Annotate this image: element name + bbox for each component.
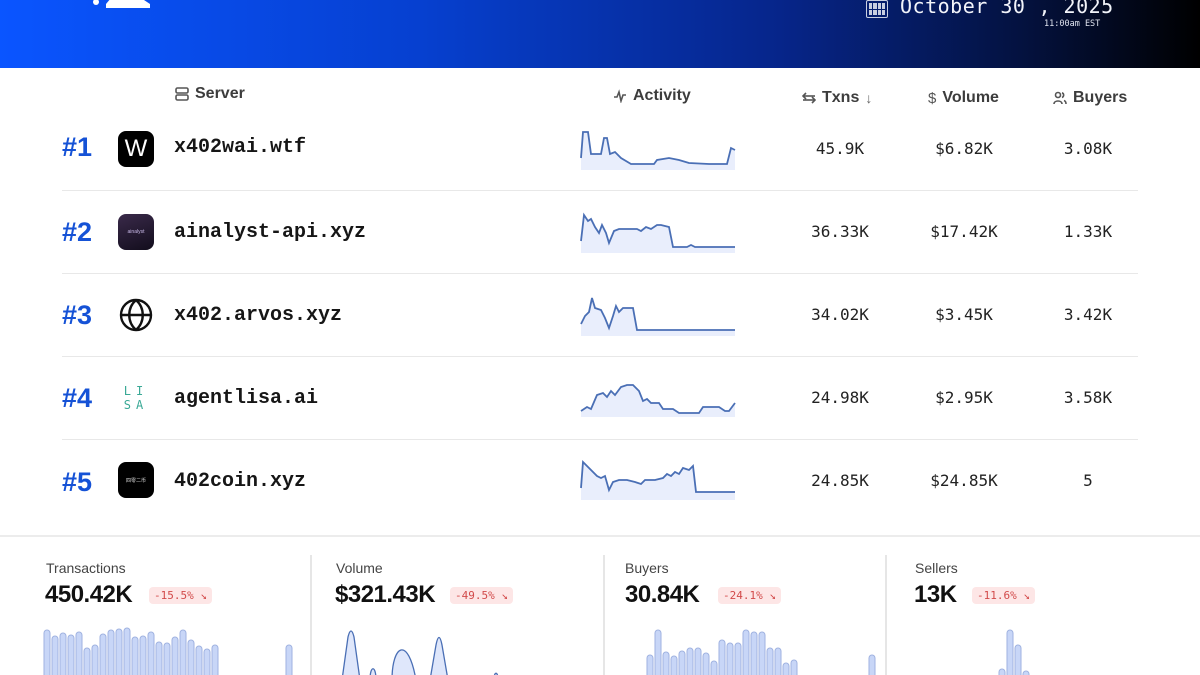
globe-logo-icon [118,297,154,333]
change-badge: -24.1% ↘ [718,587,781,604]
buyers-value: 3.42K [1063,305,1113,324]
ainalyst-logo-icon: ainalyst [118,214,154,250]
buyers-value: 3.08K [1063,139,1113,158]
column-header-txns[interactable]: Txns ↓ [802,89,872,107]
stat-card-transactions: Transactions 450.42K -15.5% ↘ [0,555,310,675]
stat-value: 30.84K [625,581,700,608]
txns-value: 36.33K [811,222,869,241]
change-badge: -11.6% ↘ [972,587,1035,604]
txns-value: 24.98K [811,388,869,407]
txns-value: 45.9K [815,139,865,158]
date-text: October 30th, 2025 [900,0,1114,18]
stat-card-buyers: Buyers 30.84K -24.1% ↘ [603,555,885,675]
change-badge: -49.5% ↘ [450,587,513,604]
transactions-bar-chart [43,627,293,675]
rank-label: #1 [62,132,93,162]
stat-value: 13K [914,581,957,608]
server-name[interactable]: x402.arvos.xyz [174,304,343,327]
activity-sparkline [580,212,735,253]
column-header-activity[interactable]: Activity [613,87,691,105]
users-icon [1053,91,1067,105]
server-name[interactable]: 402coin.xyz [174,470,307,493]
volume-value: $17.42K [930,222,998,241]
dollar-icon: $ [928,89,937,107]
activity-sparkline [580,459,735,500]
date-display: October 30th, 2025 [866,0,1114,18]
server-icon [175,87,189,101]
rank-label: #5 [62,467,93,497]
402coin-logo-icon: 四零二币 [118,462,154,498]
volume-value: $24.85K [930,471,998,490]
header-banner: October 30th, 2025 11:00am EST [0,0,1200,68]
server-name[interactable]: x402wai.wtf [174,136,307,159]
card-divider [885,555,887,675]
table-row[interactable]: #1 W x402wai.wtf 45.9K $6.82K 3.08K [62,108,1138,191]
brand-logo-icon [93,0,150,8]
rank-label: #2 [62,217,93,247]
activity-sparkline [580,384,736,417]
server-name[interactable]: ainalyst-api.xyz [174,221,367,244]
volume-value: $3.45K [935,305,993,324]
stat-card-sellers: Sellers 13K -11.6% ↘ [885,555,1200,675]
txns-value: 34.02K [811,305,869,324]
lisa-logo-icon: LI SA [123,384,149,412]
txns-value: 24.85K [811,471,869,490]
stat-card-volume: Volume $321.43K -49.5% ↘ [310,555,603,675]
column-header-buyers[interactable]: Buyers [1053,89,1127,107]
swap-arrows-icon [802,92,816,104]
server-name[interactable]: agentlisa.ai [174,387,319,410]
rank-label: #3 [62,300,93,330]
card-divider [603,555,605,675]
sellers-bar-chart [998,629,1030,675]
volume-value: $2.95K [935,388,993,407]
rank-label: #4 [62,383,93,413]
volume-value: $6.82K [935,139,993,158]
stat-value: $321.43K [335,581,436,608]
column-header-volume[interactable]: $ Volume [928,89,999,107]
buyers-value: 3.58K [1063,388,1113,407]
activity-sparkline [580,131,736,170]
stat-value: 450.42K [45,581,133,608]
buyers-value: 5 [1083,471,1093,490]
activity-sparkline [580,297,735,336]
buyers-value: 1.33K [1063,222,1113,241]
section-divider [0,535,1200,537]
activity-icon [614,89,626,103]
x402wai-logo-icon: W [118,131,154,167]
table-row[interactable]: #5 四零二币 402coin.xyz 24.85K $24.85K 5 [62,440,1138,523]
card-divider [310,555,312,675]
table-row[interactable]: #2 ainalyst ainalyst-api.xyz 36.33K $17.… [62,191,1138,274]
volume-area-chart [342,630,499,675]
calendar-icon [866,0,888,18]
column-header-server[interactable]: Server [175,85,245,103]
change-badge: -15.5% ↘ [149,587,212,604]
time-text: 11:00am EST [1044,19,1101,29]
sort-down-icon: ↓ [865,90,873,106]
table-row[interactable]: #3 x402.arvos.xyz 34.02K $3.45K 3.42K [62,274,1138,357]
table-row[interactable]: #4 LI SA agentlisa.ai 24.98K $2.95K 3.58K [62,357,1138,440]
buyers-bar-chart [646,629,876,675]
